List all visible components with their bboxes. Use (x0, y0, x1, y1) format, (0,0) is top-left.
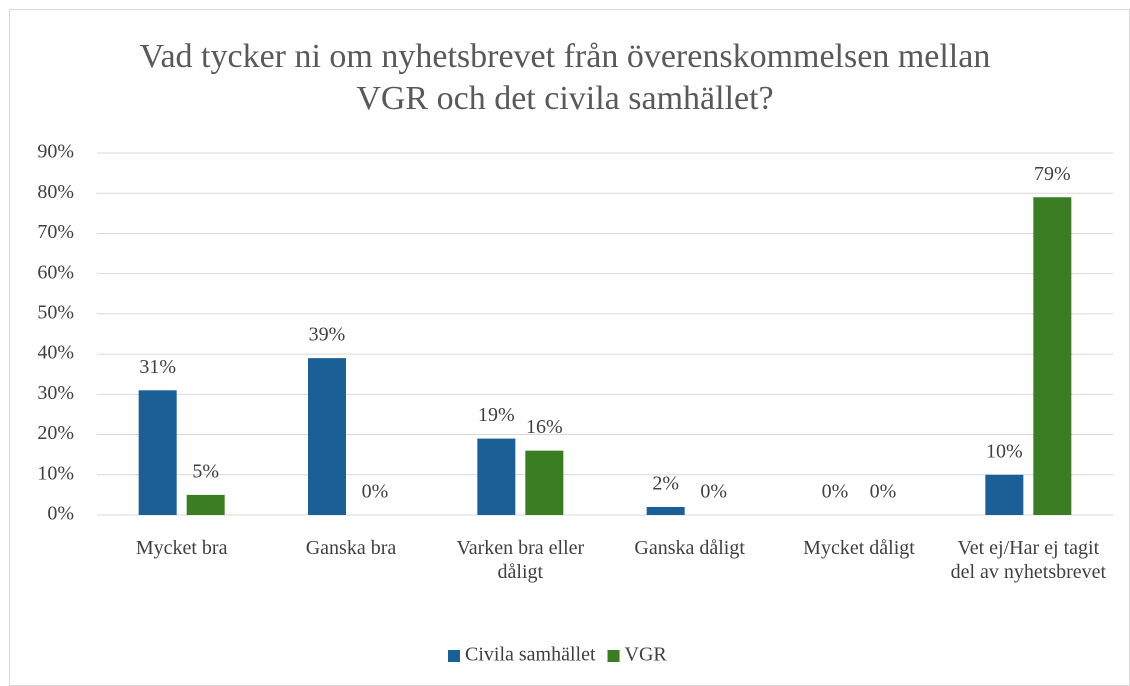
data-label: 31% (139, 356, 176, 378)
y-tick-label: 10% (37, 462, 74, 484)
x-tick-label: Varken bra eller dåligt (456, 537, 585, 583)
y-tick-label: 60% (37, 261, 74, 283)
bar (186, 494, 225, 515)
data-label: 19% (478, 404, 515, 426)
y-tick-label: 30% (37, 382, 74, 404)
y-tick-label: 70% (37, 221, 74, 243)
data-label: 39% (309, 324, 346, 346)
bar (308, 358, 346, 515)
bar (477, 438, 516, 515)
y-tick-label: 20% (37, 422, 74, 444)
y-tick-label: 80% (37, 181, 74, 203)
x-tick-label: Ganska bra (305, 537, 397, 559)
bar (985, 474, 1024, 515)
bar (525, 450, 564, 515)
data-label: 0% (700, 481, 727, 503)
x-tick-label: Mycket bra (135, 537, 228, 559)
data-label: 0% (362, 481, 389, 503)
chart-title: Vad tycker ni om nyhetsbrevet från övere… (139, 38, 991, 117)
data-label: 79% (1034, 163, 1071, 185)
legend-swatch (448, 650, 460, 662)
bar (1033, 197, 1072, 515)
data-label: 0% (870, 481, 897, 503)
legend-label: Civila samhället (465, 644, 596, 666)
x-tick-label: Mycket dåligt (803, 537, 915, 559)
bar (138, 390, 177, 515)
data-label: 5% (192, 460, 219, 482)
y-tick-label: 90% (37, 141, 74, 163)
x-tick-label: Vet ej/Har ej tagit del av nyhetsbrevet (950, 537, 1107, 583)
data-label: 16% (526, 416, 563, 438)
x-tick-label: Ganska dåligt (634, 537, 745, 559)
y-tick-label: 50% (37, 301, 74, 323)
data-label: 10% (986, 440, 1023, 462)
data-label: 0% (822, 481, 849, 503)
y-tick-label: 40% (37, 342, 74, 364)
bar (646, 506, 685, 515)
legend-label: VGR (625, 644, 668, 666)
data-label: 2% (652, 473, 679, 495)
y-tick-label: 0% (47, 503, 74, 525)
legend-swatch (607, 650, 620, 662)
